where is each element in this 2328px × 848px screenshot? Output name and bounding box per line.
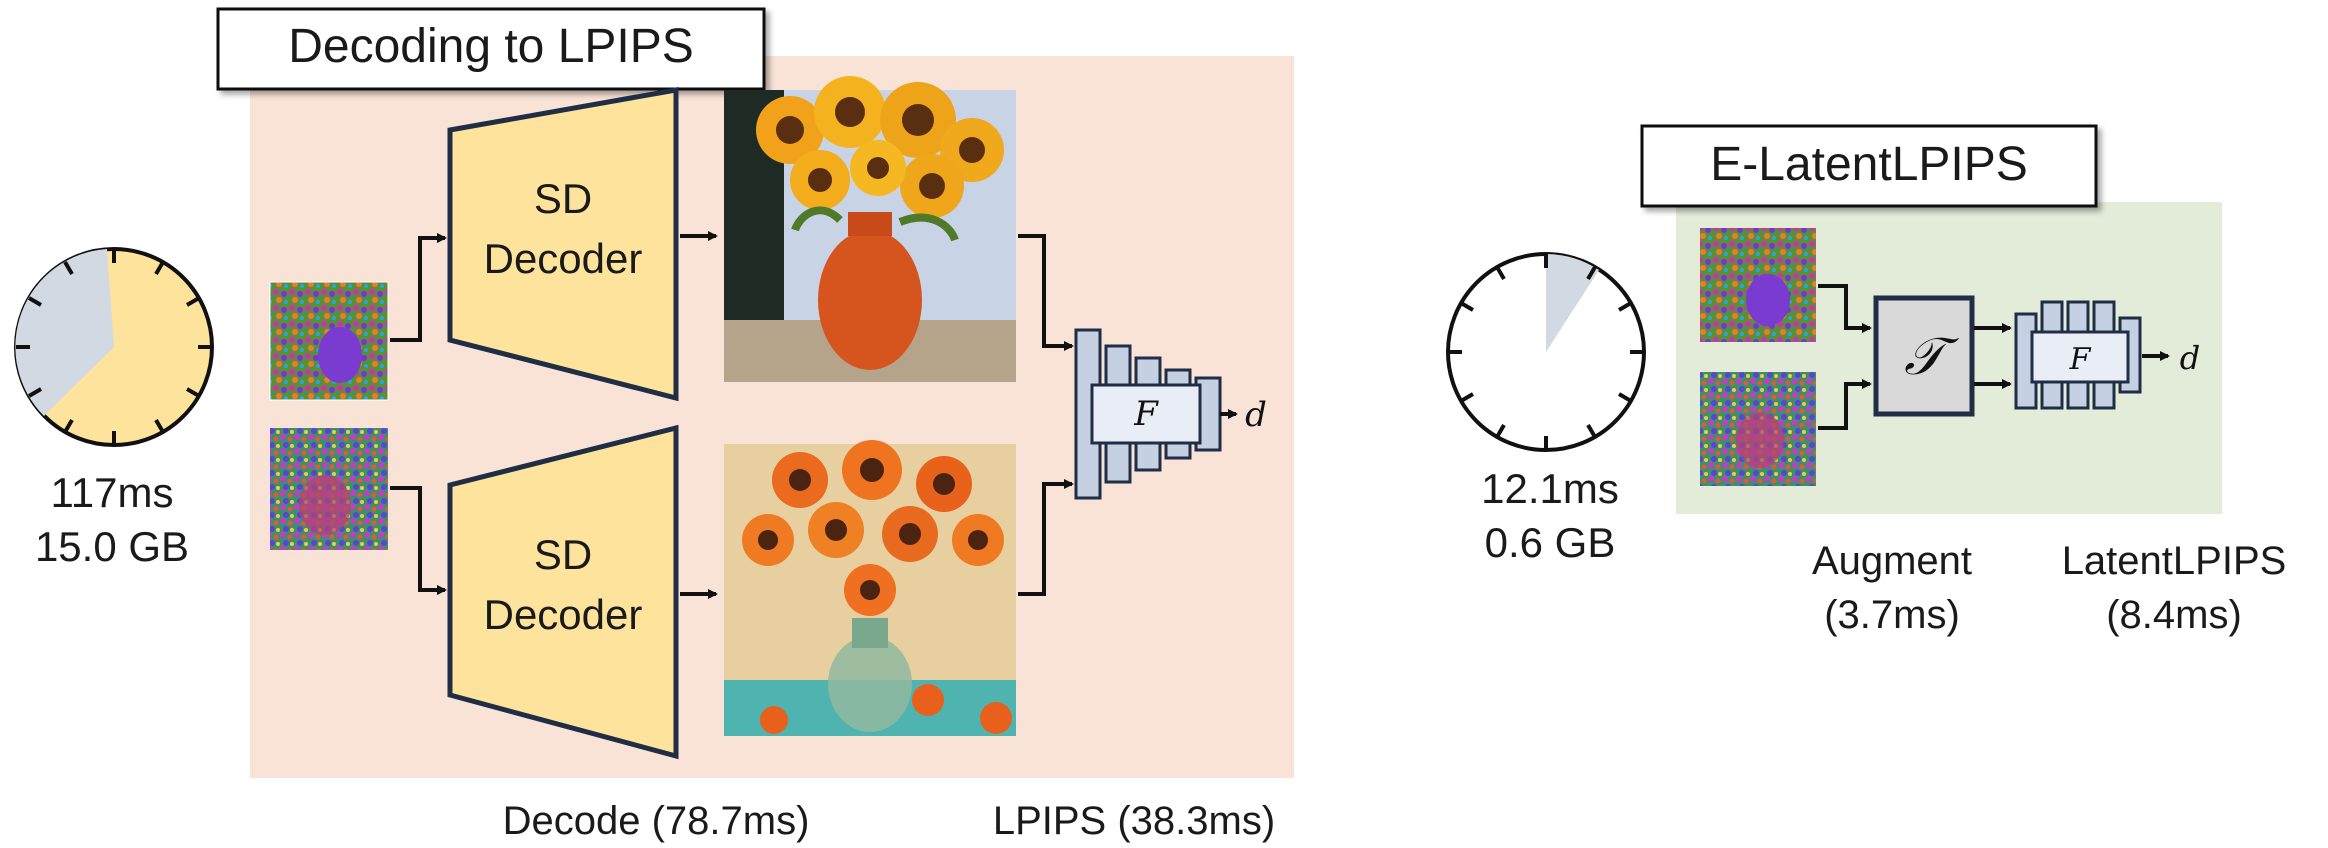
caption-lpips: LPIPS (38.3ms) bbox=[993, 799, 1275, 843]
left-output-d: d bbox=[1245, 395, 1267, 435]
right-latent-image-top bbox=[1700, 228, 1816, 342]
left-timer: 117ms 15.0 GB bbox=[14, 247, 214, 570]
arrow-latent-bottom-to-decoder bbox=[390, 486, 447, 595]
sd-decoder-bottom-line2: Decoder bbox=[484, 591, 643, 638]
sd-decoder-top-line1: SD bbox=[534, 175, 592, 222]
arrow-right-latent-bottom-to-augment bbox=[1818, 379, 1872, 430]
left-panel: Decoding to LPIPS 117ms 15.0 GB bbox=[14, 7, 1294, 843]
decoded-image-bottom bbox=[724, 440, 1016, 736]
right-panel: E-LatentLPIPS 12.1ms 0.6 GB bbox=[1446, 124, 2287, 637]
left-timer-memory: 15.0 GB bbox=[35, 523, 189, 570]
augment-box: 𝒯 bbox=[1873, 295, 1975, 417]
latentlpips-network-label-box bbox=[2030, 330, 2130, 384]
right-title-box: E-LatentLPIPS bbox=[1640, 124, 2098, 208]
latent-image-bottom bbox=[270, 428, 388, 550]
sd-decoder-bottom-line1: SD bbox=[534, 531, 592, 578]
right-timer-time: 12.1ms bbox=[1481, 465, 1619, 512]
left-timer-time: 117ms bbox=[51, 469, 174, 516]
right-timer: 12.1ms 0.6 GB bbox=[1446, 252, 1646, 566]
right-timer-memory: 0.6 GB bbox=[1485, 519, 1616, 566]
left-timer-ticks bbox=[16, 249, 212, 445]
decoded-image-top bbox=[724, 76, 1016, 382]
latent-image-top bbox=[269, 281, 389, 401]
right-timer-gray-sector bbox=[1546, 254, 1599, 352]
left-title: Decoding to LPIPS bbox=[288, 20, 694, 73]
arrow-right-latent-top-to-augment bbox=[1818, 284, 1872, 333]
right-title: E-LatentLPIPS bbox=[1710, 138, 2028, 191]
caption-augment-line1: Augment bbox=[1812, 539, 1972, 583]
lpips-network-label: F bbox=[1133, 394, 1159, 434]
arrow-latent-top-to-decoder bbox=[390, 233, 447, 342]
latentlpips-network: F bbox=[2014, 300, 2142, 410]
sd-decoder-bottom: SD Decoder bbox=[447, 424, 679, 760]
right-output-d: d bbox=[2180, 339, 2200, 377]
caption-decode: Decode (78.7ms) bbox=[503, 799, 810, 843]
arrow-image-top-to-lpips bbox=[1018, 234, 1074, 351]
latentlpips-network-label: F bbox=[2069, 342, 2092, 377]
right-timer-ticks bbox=[1448, 254, 1644, 450]
sd-decoder-top: SD Decoder bbox=[447, 87, 679, 402]
caption-augment-line2: (3.7ms) bbox=[1824, 593, 1960, 637]
left-timer-gray-sector bbox=[15, 249, 115, 416]
lpips-network: F bbox=[1074, 328, 1222, 500]
arrow-image-bottom-to-lpips bbox=[1018, 479, 1074, 596]
caption-latentlpips-line1: LatentLPIPS bbox=[2062, 539, 2287, 583]
left-title-box: Decoding to LPIPS bbox=[216, 7, 766, 91]
lpips-network-label-box bbox=[1090, 383, 1202, 445]
right-latent-image-bottom bbox=[1700, 372, 1816, 486]
sd-decoder-top-line2: Decoder bbox=[484, 235, 643, 282]
caption-latentlpips-line2: (8.4ms) bbox=[2106, 593, 2242, 637]
